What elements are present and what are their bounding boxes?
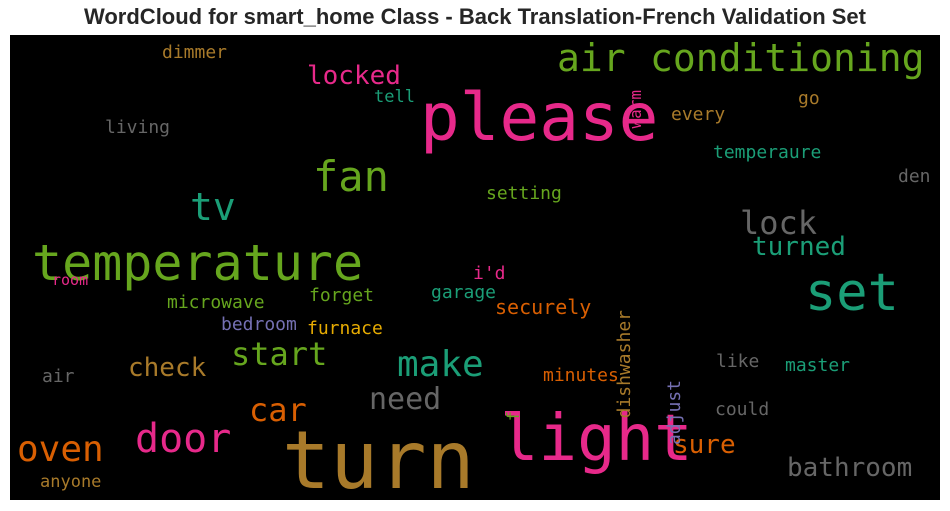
word-den-43: den [898, 166, 931, 187]
word-minutes-32: minutes [543, 365, 619, 386]
word-air-44: air [42, 366, 75, 387]
word-like-35: like [716, 351, 760, 372]
word-conditioning-6: conditioning [650, 36, 925, 80]
word-oven-10: oven [17, 429, 104, 470]
word-bathroom-16: bathroom [787, 453, 913, 483]
word-setting-28: setting [486, 183, 562, 204]
word-sure-17: sure [673, 430, 736, 460]
word-cloud-canvas: turn light please set temperature air conditio… [10, 35, 940, 500]
word-fan-7: fan [313, 152, 389, 201]
chart-title: WordCloud for smart_home Class - Back Tr… [84, 4, 866, 29]
word-furnace-31: furnace [307, 318, 383, 339]
word-go-39: go [798, 88, 820, 109]
word-anyone-45: anyone [40, 472, 102, 492]
word-make-11: make [397, 344, 484, 385]
word-bedroom-30: bedroom [221, 314, 297, 335]
word-garage-26: garage [431, 282, 497, 303]
word-car-14: car [249, 391, 307, 429]
word-please-2: please [420, 79, 659, 156]
word-turn-0: turn [282, 414, 475, 501]
word-set-3: set [805, 263, 899, 323]
word-living-36: living [105, 117, 171, 138]
word-securely-23: securely [495, 295, 592, 319]
word-locked-19: locked [307, 61, 401, 91]
word-room-42: room [52, 271, 89, 289]
word-every-29: every [671, 104, 726, 125]
word-id-41: i'd [473, 263, 506, 284]
word-master-33: master [785, 355, 851, 376]
word-air-5: air [557, 36, 626, 80]
word-turned-18: turned [752, 232, 846, 262]
word-adjust-22: adjust [664, 380, 685, 446]
word-lock-12: lock [740, 204, 818, 242]
word-need-15: need [369, 382, 442, 417]
word-microwave-24: microwave [167, 292, 265, 313]
word-check-20: check [128, 353, 207, 383]
word-f-46: f [504, 411, 524, 422]
word-temperaure-27: temperaure [713, 142, 822, 163]
word-dimmer-37: dimmer [162, 42, 228, 63]
word-temperature-4: temperature [32, 234, 364, 292]
word-warm-40: warm [626, 90, 645, 129]
word-could-34: could [715, 399, 770, 420]
word-door-8: door [135, 416, 232, 462]
word-tell-38: tell [374, 87, 415, 107]
word-forget-25: forget [309, 285, 375, 306]
word-light-1: light [500, 402, 693, 476]
word-tv-9: tv [190, 185, 236, 229]
word-start-13: start [231, 335, 328, 373]
